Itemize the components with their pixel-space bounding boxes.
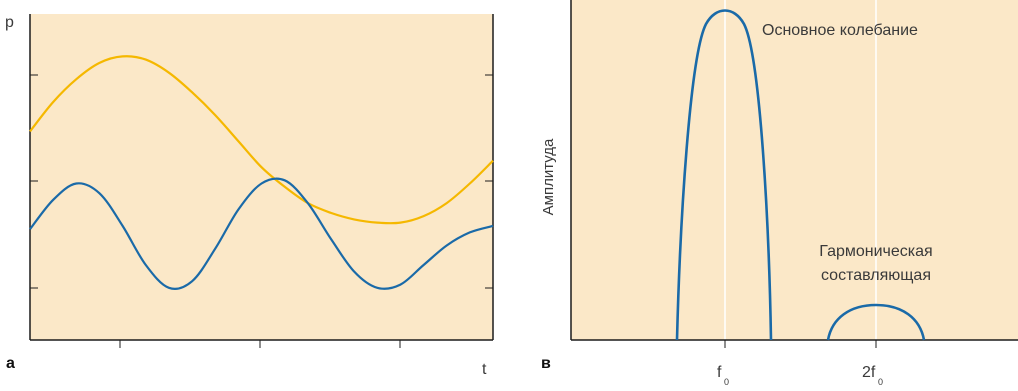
tick-label-f0-main: f: [717, 364, 722, 381]
harmonic-peak: [826, 303, 926, 341]
panel-b-y-label: Амплитуда: [540, 138, 557, 215]
harmonic-label-line1: Гармоническая: [819, 243, 932, 260]
series-yellow-line: [29, 55, 494, 225]
harmonic-label-line2: составляющая: [821, 267, 931, 284]
tick-label-2f0-sub: 0: [878, 377, 883, 387]
fundamental-peak: [675, 9, 773, 341]
panel-a-y-label: p: [5, 14, 14, 31]
panel-b-letter: в: [541, 355, 551, 372]
panel-a-plot-background: [30, 14, 493, 340]
tick-label-f0-sub: 0: [724, 377, 729, 387]
tick-label-2f0-main: 2f: [862, 364, 876, 381]
series-blue-line: [29, 177, 494, 290]
panel-a: p t а: [5, 14, 494, 378]
panel-a-letter: а: [6, 355, 15, 372]
panel-b-plot-background: [571, 0, 1018, 340]
tick-label-2f0: 2f 0: [862, 364, 883, 387]
panel-b: Основное колебание Гармоническая составл…: [540, 0, 1018, 387]
panel-a-x-label: t: [482, 361, 487, 378]
fundamental-label: Основное колебание: [762, 22, 918, 39]
tick-label-f0: f 0: [717, 364, 729, 387]
